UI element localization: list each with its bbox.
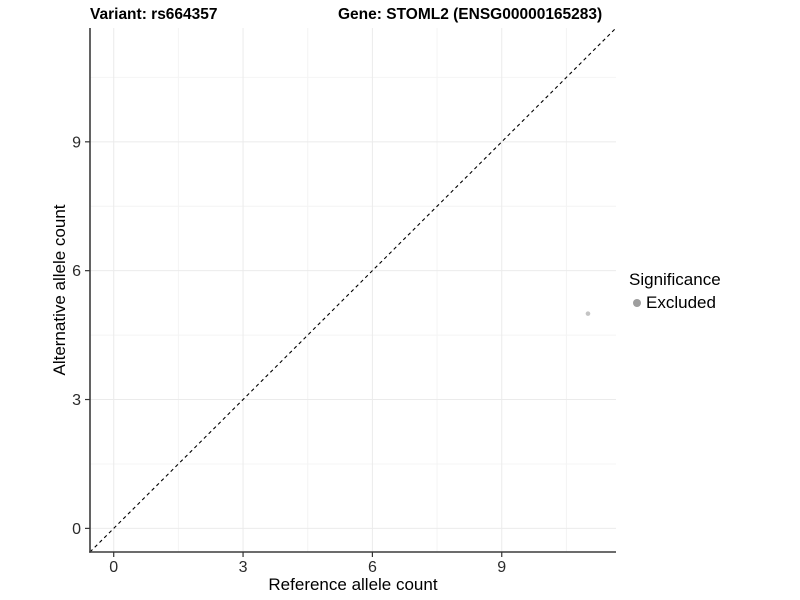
plot-title-gene: Gene: STOML2 (ENSG00000165283) (338, 6, 603, 23)
y-tick-label: 3 (72, 392, 81, 409)
x-tick-label: 6 (368, 559, 377, 576)
legend-item-label: Excluded (646, 293, 716, 312)
x-tick-label: 9 (497, 559, 506, 576)
identity-dashed-line (89, 27, 617, 553)
x-axis-title: Reference allele count (268, 575, 438, 594)
y-tick-label: 0 (72, 521, 81, 538)
legend-title: Significance (629, 270, 721, 289)
legend: Significance Excluded (629, 270, 721, 313)
legend-point-icon (633, 299, 641, 307)
y-axis-title: Alternative allele count (50, 204, 69, 376)
legend-item-excluded: Excluded (629, 293, 721, 313)
y-tick-label: 6 (72, 263, 81, 280)
data-point (585, 311, 591, 316)
y-tick-label: 9 (72, 134, 81, 151)
plot-title-variant: Variant: rs664357 (90, 6, 218, 23)
x-tick-label: 0 (109, 559, 118, 576)
x-tick-label: 3 (239, 559, 248, 576)
